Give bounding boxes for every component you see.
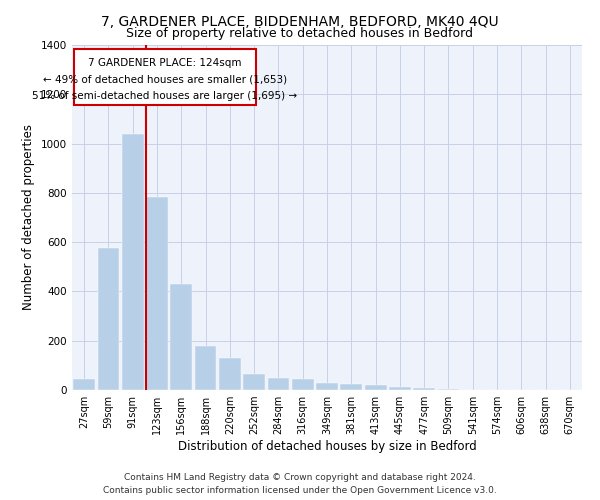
Bar [437, 389, 460, 390]
Text: ← 49% of detached houses are smaller (1,653): ← 49% of detached houses are smaller (1,… [43, 75, 287, 85]
Bar [146, 196, 168, 390]
Bar [292, 379, 314, 390]
Y-axis label: Number of detached properties: Number of detached properties [22, 124, 35, 310]
Bar [340, 384, 362, 390]
Bar [243, 374, 265, 390]
Bar [170, 284, 192, 390]
Text: 51% of semi-detached houses are larger (1,695) →: 51% of semi-detached houses are larger (… [32, 90, 298, 101]
X-axis label: Distribution of detached houses by size in Bedford: Distribution of detached houses by size … [178, 440, 476, 453]
Bar [413, 388, 435, 390]
Bar [97, 248, 119, 390]
Bar [122, 134, 143, 390]
Bar [73, 379, 95, 390]
Bar [365, 385, 386, 390]
Bar [268, 378, 289, 390]
Bar [389, 387, 411, 390]
Text: Contains HM Land Registry data © Crown copyright and database right 2024.
Contai: Contains HM Land Registry data © Crown c… [103, 473, 497, 495]
Bar [194, 346, 217, 390]
Bar [219, 358, 241, 390]
Text: 7, GARDENER PLACE, BIDDENHAM, BEDFORD, MK40 4QU: 7, GARDENER PLACE, BIDDENHAM, BEDFORD, M… [101, 15, 499, 29]
Bar [316, 382, 338, 390]
Bar [74, 48, 256, 106]
Text: 7 GARDENER PLACE: 124sqm: 7 GARDENER PLACE: 124sqm [88, 58, 242, 68]
Text: Size of property relative to detached houses in Bedford: Size of property relative to detached ho… [127, 28, 473, 40]
